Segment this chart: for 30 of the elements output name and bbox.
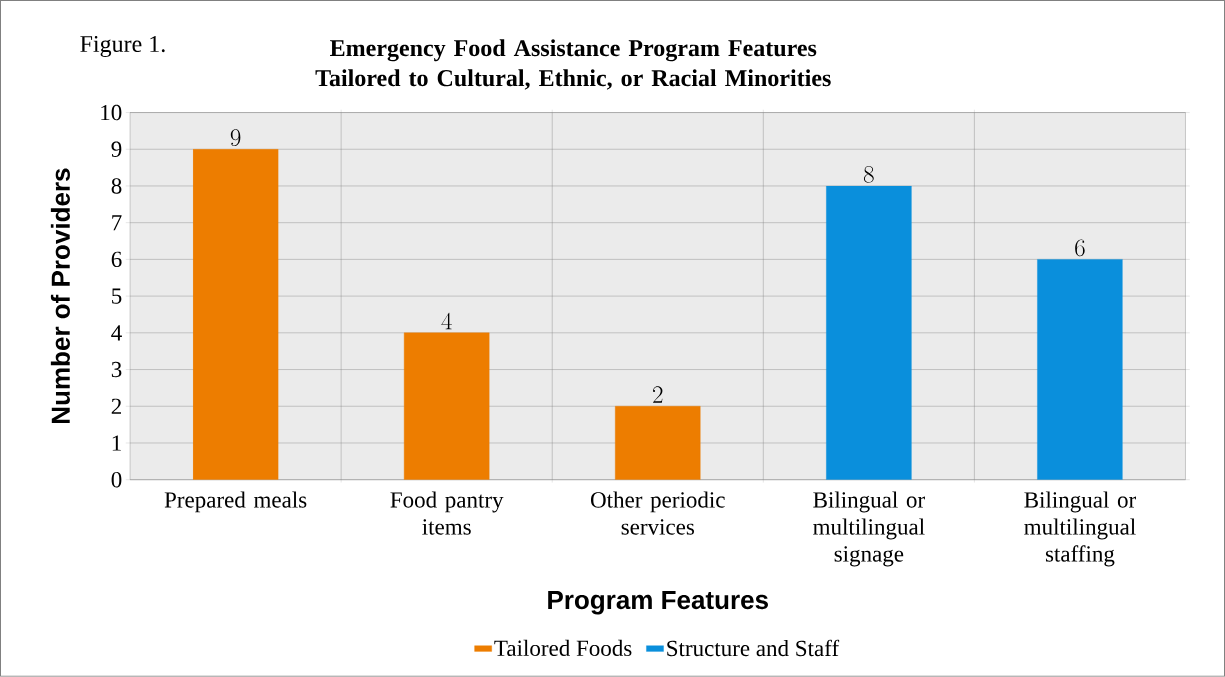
y-tick-label: 2	[111, 398, 121, 414]
data-label: 2	[653, 386, 663, 403]
y-tick-label: 7	[112, 215, 122, 231]
bar	[192, 149, 279, 480]
y-tick-label: 8	[111, 178, 122, 194]
bar	[403, 332, 490, 480]
x-tick-label: Food pantry items	[390, 491, 504, 535]
x-axis-title: Program Features	[548, 591, 768, 615]
chart-title: Emergency Food Assistance Program Features Tailored to Cultural, Ethnic, or Racial Minorities	[315, 39, 831, 90]
y-tick-label: 1	[112, 435, 121, 451]
caption: Figure 1.	[80, 36, 165, 58]
x-tick-label: Other periodic services	[590, 491, 725, 535]
y-tick-label: 3	[111, 361, 122, 378]
y-tick-label: 4	[111, 325, 122, 341]
data-label: 8	[863, 166, 874, 183]
bar	[615, 406, 701, 480]
data-label: 4	[441, 312, 452, 330]
legend-label: Tailored Foods	[494, 639, 632, 657]
data-label: 6	[1075, 239, 1085, 257]
y-tick-label: 5	[112, 288, 122, 304]
legend-label: Structure and Staff	[667, 639, 840, 657]
y-tick-label: 6	[111, 251, 122, 268]
y-tick-label: 0	[111, 472, 122, 488]
x-tick-label: Prepared meals	[164, 491, 307, 513]
data-label: 9	[230, 129, 241, 147]
x-tick-label: Bilingual or multilingual signage	[813, 491, 925, 567]
y-axis-title: Number of Providers	[50, 168, 70, 424]
y-tick-label: 9	[111, 141, 122, 158]
x-tick-label: Bilingual or multilingual staffing	[1024, 491, 1136, 567]
y-tick-label: 10	[101, 104, 122, 121]
